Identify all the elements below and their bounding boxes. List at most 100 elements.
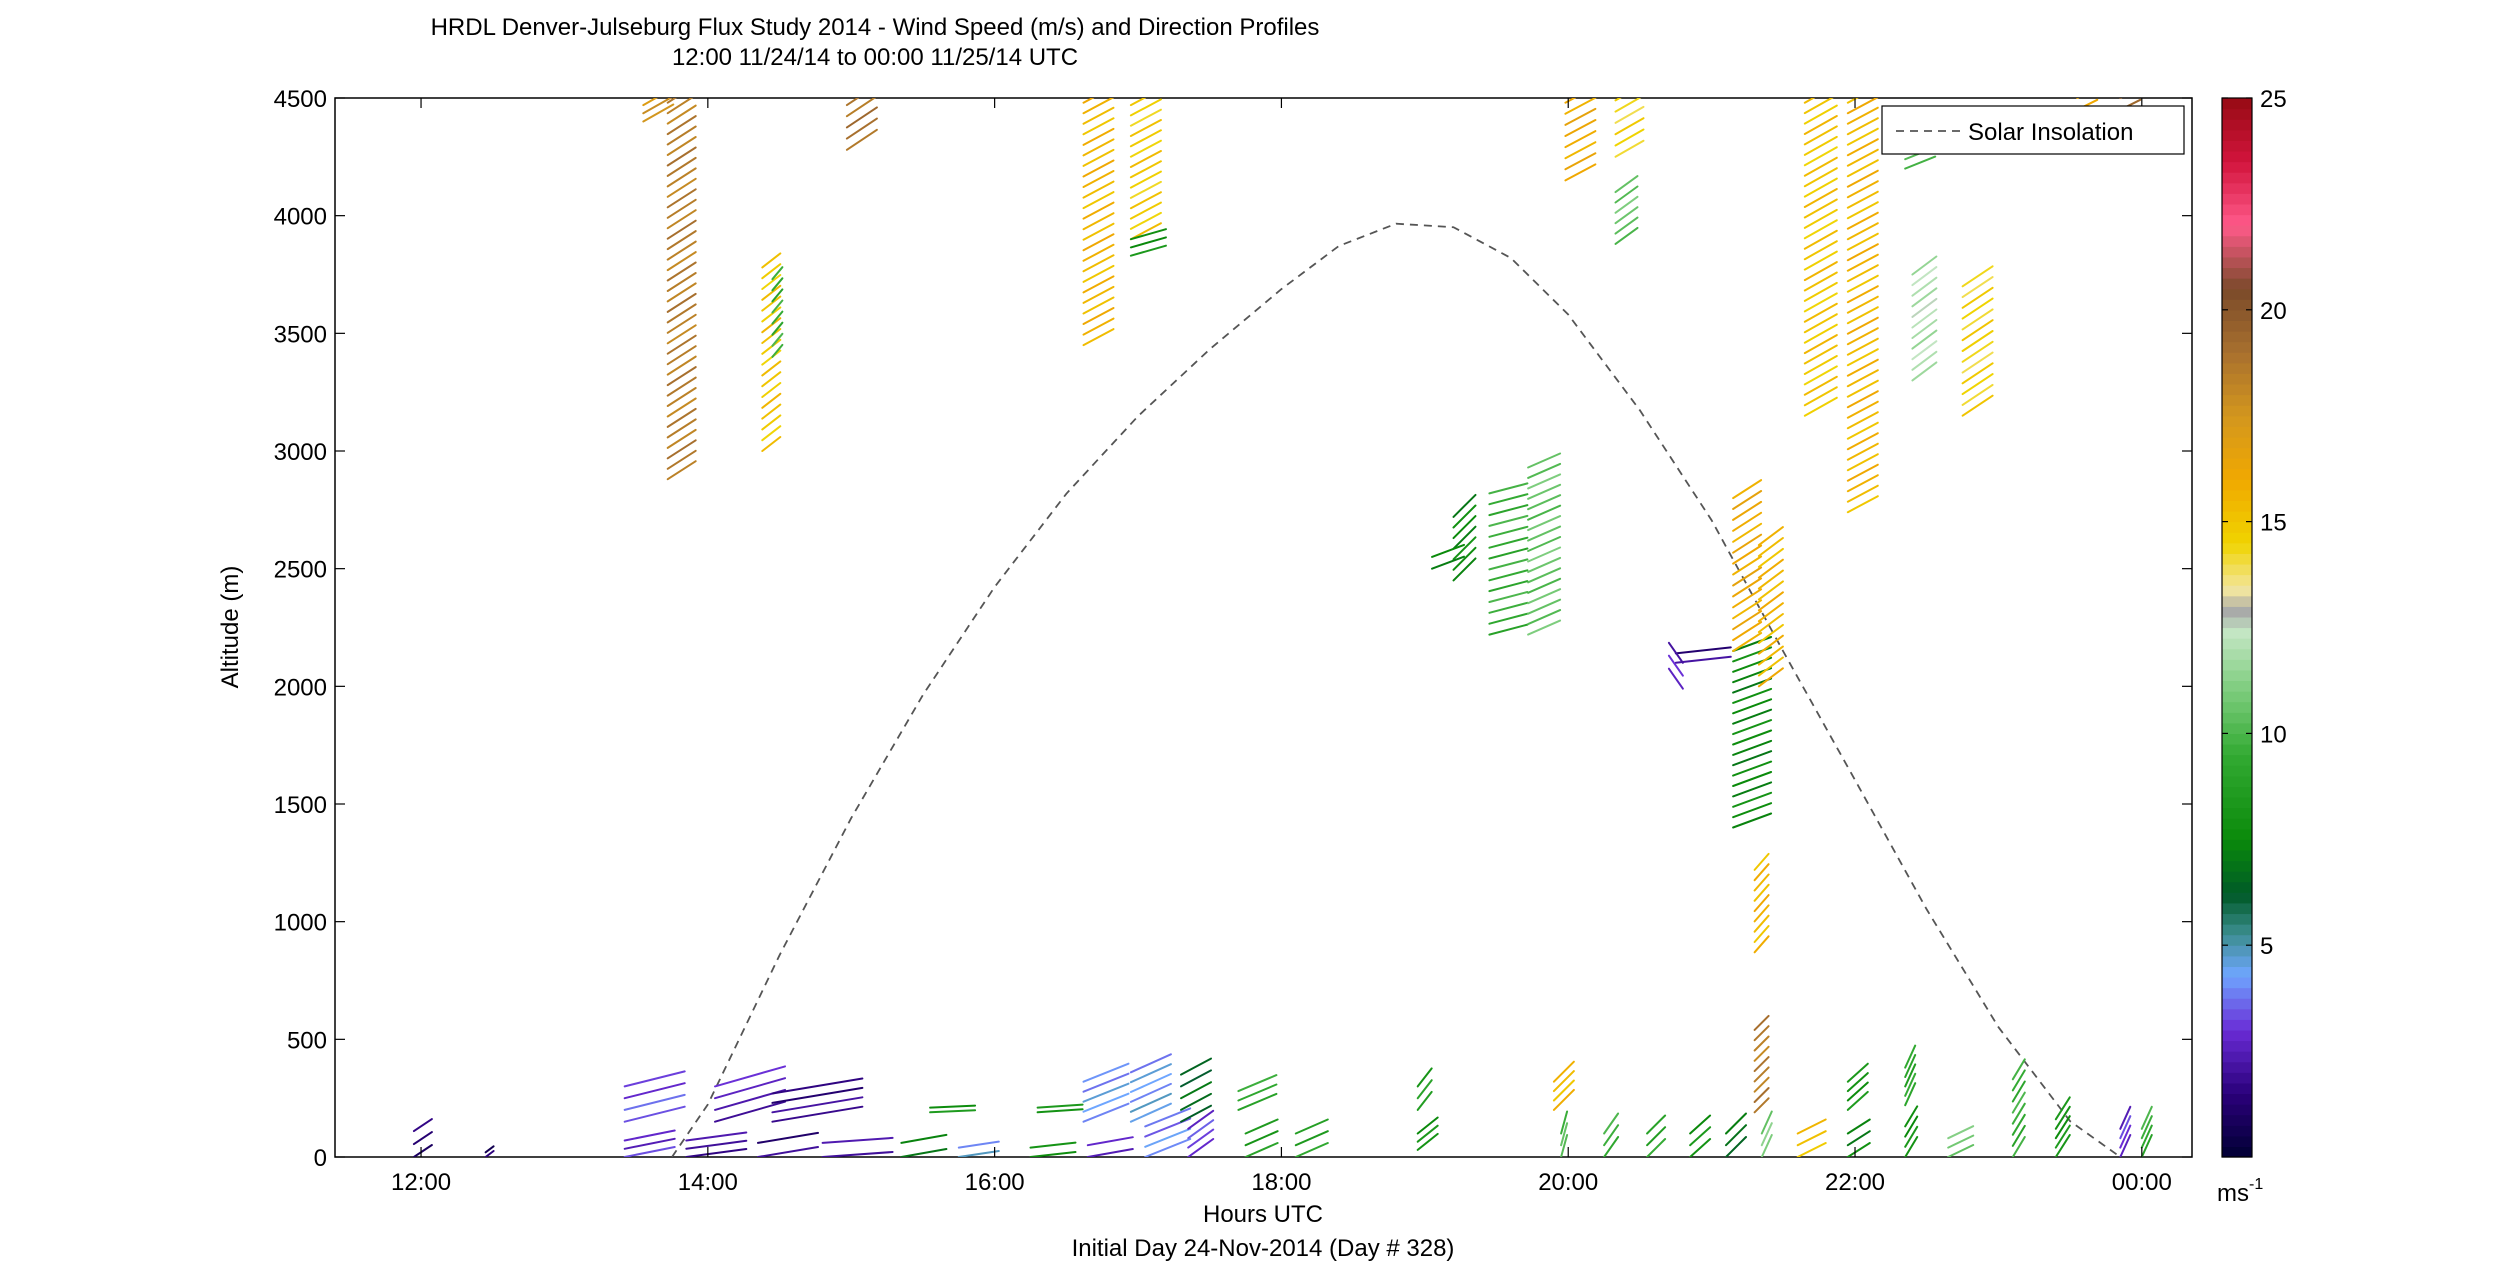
colorbar-segment [2222, 585, 2252, 597]
colorbar-segment [2222, 458, 2252, 470]
colorbar-segment [2222, 669, 2252, 682]
wind-barb [1732, 544, 1763, 565]
colorbar-segment [2222, 309, 2252, 321]
wind-barb [1431, 555, 1465, 570]
wind-barb [666, 355, 697, 376]
wind-barb [1129, 228, 1167, 241]
wind-barb [1488, 612, 1529, 625]
y-tick-label: 3000 [274, 439, 327, 466]
wind-barb [761, 263, 782, 280]
wind-barb [1753, 935, 1770, 954]
wind-barb [1961, 276, 1994, 299]
wind-barb [1294, 1142, 1329, 1157]
chart-subtitle: 12:00 11/24/14 to 00:00 11/25/14 UTC [671, 44, 1079, 71]
wind-barb [1796, 1142, 1827, 1157]
wind-barb [666, 292, 697, 313]
wind-barb [1732, 802, 1773, 819]
colorbar-segment [2222, 796, 2252, 809]
wind-barb [1846, 253, 1879, 272]
wind-barb [1846, 1090, 1869, 1111]
wind-barb [1803, 386, 1838, 407]
wind-barb [1036, 1103, 1084, 1109]
wind-barb [1846, 463, 1879, 482]
colorbar-segment [2222, 362, 2252, 374]
y-tick-label: 0 [314, 1145, 327, 1172]
wind-barb [1846, 180, 1879, 199]
wind-barb [1488, 482, 1529, 495]
wind-barb [1452, 557, 1477, 582]
wind-barb [1760, 1122, 1773, 1147]
colorbar-segment [2222, 743, 2252, 756]
wind-barb [1803, 261, 1838, 282]
wind-barb [1187, 1138, 1215, 1157]
wind-barb [1564, 119, 1597, 137]
wind-barb [771, 277, 784, 292]
wind-barb [666, 125, 697, 146]
wind-barb [1846, 379, 1879, 398]
wind-barb [1180, 1057, 1212, 1076]
wind-barb [1846, 117, 1879, 136]
wind-barb [1082, 243, 1115, 262]
wind-barb [1564, 152, 1597, 171]
wind-barb [1082, 212, 1115, 231]
colorbar-segment [2222, 119, 2252, 131]
wind-barb [666, 240, 697, 261]
wind-barb [1904, 1044, 1917, 1069]
wind-barb [1527, 462, 1562, 479]
wind-barb [623, 1070, 686, 1088]
wind-barb [1667, 654, 1684, 677]
wind-barb [1527, 473, 1562, 490]
wind-barb [1732, 791, 1773, 808]
colorbar-segment [2222, 606, 2252, 618]
x-axis: 12:00 14:00 16:00 18:00 20:00 22:00 00:00 [391, 98, 2172, 1196]
wind-barb [1803, 146, 1838, 167]
colorbar-segment [2222, 479, 2252, 491]
wind-barb [1961, 383, 1994, 406]
wind-barb [1911, 276, 1938, 297]
wind-barb [623, 1146, 676, 1157]
wind-barb [1846, 316, 1879, 335]
wind-barb [1757, 591, 1784, 612]
wind-barb [1947, 1134, 1975, 1149]
wind-barb [1803, 313, 1838, 334]
wind-barb [1803, 344, 1838, 365]
wind-barb [929, 1104, 977, 1109]
wind-barb [2140, 1124, 2153, 1149]
wind-barb [623, 1082, 686, 1100]
wind-barb [1904, 1136, 1919, 1157]
colorbar-segment [2222, 330, 2252, 343]
wind-barb [714, 1100, 786, 1123]
wind-barb [1904, 1125, 1919, 1148]
wind-barb [1431, 543, 1465, 558]
wind-barb [771, 1105, 864, 1123]
wind-barb [1753, 904, 1770, 923]
wind-barb [1614, 226, 1639, 245]
wind-barb [1961, 265, 1994, 288]
wind-barb [1416, 1079, 1433, 1100]
colorbar-segment [2222, 966, 2252, 978]
colorbar-segment [2222, 1051, 2252, 1063]
wind-barb [1646, 1126, 1667, 1147]
wind-barb [1911, 319, 1938, 339]
wind-barb [771, 310, 784, 325]
wind-barb [1082, 307, 1115, 325]
wind-barb [1732, 760, 1773, 777]
wind-barb [1904, 1063, 1917, 1088]
colorbar-segment [2222, 849, 2252, 862]
wind-barb [666, 282, 697, 303]
wind-barb [1846, 442, 1879, 461]
colorbar-segment [2222, 733, 2252, 745]
wind-barb [845, 117, 878, 140]
colorbar-segment [2222, 945, 2252, 957]
wind-barb [1129, 211, 1162, 230]
wind-barb [666, 230, 697, 251]
wind-barb [1416, 1116, 1439, 1135]
wind-barb [1846, 285, 1879, 304]
wind-barb [2011, 1091, 2026, 1114]
colorbar-segment [2222, 786, 2252, 798]
colorbar-segment [2222, 627, 2252, 639]
wind-barb [1846, 264, 1879, 283]
wind-barb [1527, 525, 1562, 542]
wind-barb [1846, 1142, 1871, 1157]
wind-barb [1180, 1104, 1212, 1123]
